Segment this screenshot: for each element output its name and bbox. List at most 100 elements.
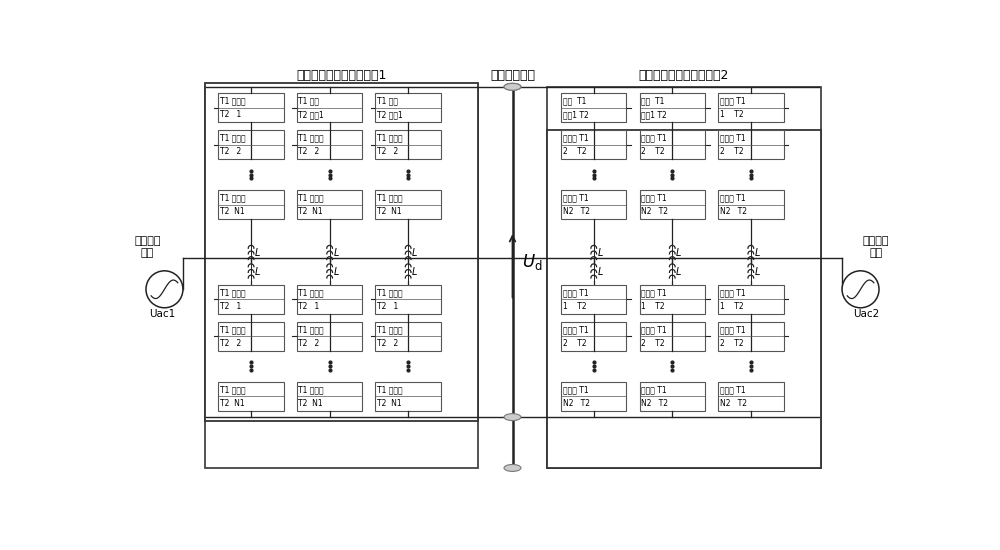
Text: T1 子模块: T1 子模块: [298, 385, 324, 394]
Circle shape: [842, 271, 879, 308]
Text: T2 单元1: T2 单元1: [377, 111, 403, 119]
Bar: [561, 285, 626, 314]
Bar: [561, 190, 626, 219]
Text: T1 子模块: T1 子模块: [377, 194, 403, 202]
Bar: [218, 130, 284, 159]
Text: 功率  T1: 功率 T1: [641, 96, 664, 106]
Text: 第二模块化多电平换流器2: 第二模块化多电平换流器2: [639, 69, 729, 82]
Bar: [640, 93, 705, 122]
Text: 2    T2: 2 T2: [563, 339, 586, 348]
Text: T1 子模块: T1 子模块: [220, 325, 246, 334]
Bar: [205, 83, 478, 421]
Bar: [375, 93, 441, 122]
Bar: [718, 322, 784, 351]
Bar: [547, 87, 821, 468]
Bar: [718, 285, 784, 314]
Bar: [218, 382, 284, 411]
Text: N2   T2: N2 T2: [720, 399, 747, 408]
Text: T1 子模块: T1 子模块: [220, 194, 246, 202]
Bar: [218, 93, 284, 122]
Text: L: L: [412, 248, 417, 258]
Text: 直流线输电路: 直流线输电路: [490, 69, 535, 82]
Bar: [718, 130, 784, 159]
Bar: [640, 285, 705, 314]
Text: T1 子模块: T1 子模块: [377, 288, 403, 297]
Text: $U_{\mathrm{d}}$: $U_{\mathrm{d}}$: [522, 252, 542, 272]
Text: 2    T2: 2 T2: [563, 147, 586, 156]
Bar: [561, 382, 626, 411]
Text: T1 功率: T1 功率: [377, 96, 398, 106]
Text: 子模块 T1: 子模块 T1: [641, 288, 667, 297]
Text: L: L: [676, 267, 682, 277]
Text: T2  N1: T2 N1: [220, 399, 245, 408]
Text: L: L: [755, 248, 760, 258]
Text: T1 功率: T1 功率: [298, 96, 319, 106]
Text: N2   T2: N2 T2: [641, 399, 668, 408]
Bar: [297, 93, 362, 122]
Text: L: L: [255, 248, 260, 258]
Text: T2   1: T2 1: [377, 302, 398, 311]
Text: T2  N1: T2 N1: [298, 399, 323, 408]
Bar: [297, 285, 362, 314]
Text: L: L: [755, 267, 760, 277]
Text: 子模块 T1: 子模块 T1: [720, 194, 745, 202]
Text: 子模块 T1: 子模块 T1: [720, 325, 745, 334]
Text: N2   T2: N2 T2: [563, 399, 590, 408]
Ellipse shape: [504, 83, 521, 90]
Text: T1 子模块: T1 子模块: [220, 133, 246, 142]
Text: T2  N1: T2 N1: [298, 207, 323, 216]
Bar: [218, 190, 284, 219]
Text: 1    T2: 1 T2: [720, 111, 743, 119]
Text: T1 子模块: T1 子模块: [298, 133, 324, 142]
Circle shape: [146, 271, 183, 308]
Text: T2   2: T2 2: [220, 147, 241, 156]
Text: 子模块 T1: 子模块 T1: [563, 194, 588, 202]
Text: L: L: [598, 267, 603, 277]
Text: 子模块 T1: 子模块 T1: [641, 194, 667, 202]
Text: L: L: [255, 267, 260, 277]
Text: T1 子模块: T1 子模块: [298, 288, 324, 297]
Text: 子模块 T1: 子模块 T1: [641, 385, 667, 394]
Text: 子模块 T1: 子模块 T1: [563, 133, 588, 142]
Text: Uac2: Uac2: [853, 309, 879, 319]
Bar: [640, 322, 705, 351]
Bar: [375, 190, 441, 219]
Text: N2   T2: N2 T2: [720, 207, 747, 216]
Text: 第一模块化多电平换流器1: 第一模块化多电平换流器1: [296, 69, 386, 82]
Text: 子模块 T1: 子模块 T1: [720, 385, 745, 394]
Bar: [375, 285, 441, 314]
Bar: [718, 382, 784, 411]
Text: T1 子模块: T1 子模块: [377, 385, 403, 394]
Text: T1 子模块: T1 子模块: [220, 288, 246, 297]
Text: T1 子模块: T1 子模块: [298, 325, 324, 334]
Bar: [640, 190, 705, 219]
Text: T2   1: T2 1: [220, 302, 241, 311]
Bar: [218, 322, 284, 351]
Text: L: L: [598, 248, 603, 258]
Bar: [297, 130, 362, 159]
Text: 单元1 T2: 单元1 T2: [563, 111, 588, 119]
Text: 子模块 T1: 子模块 T1: [720, 288, 745, 297]
Ellipse shape: [504, 414, 521, 421]
Text: T2   2: T2 2: [220, 339, 241, 348]
Text: 子模块 T1: 子模块 T1: [641, 325, 667, 334]
Bar: [375, 322, 441, 351]
Text: 子模块 T1: 子模块 T1: [720, 96, 745, 106]
Text: L: L: [412, 267, 417, 277]
Text: T2   2: T2 2: [377, 147, 398, 156]
Text: T2   2: T2 2: [298, 147, 320, 156]
Text: N2   T2: N2 T2: [563, 207, 590, 216]
Text: 单元1 T2: 单元1 T2: [641, 111, 667, 119]
Bar: [297, 382, 362, 411]
Text: Uac1: Uac1: [149, 309, 175, 319]
Text: 2    T2: 2 T2: [641, 339, 665, 348]
Text: L: L: [333, 267, 339, 277]
Bar: [561, 130, 626, 159]
Ellipse shape: [504, 464, 521, 471]
Text: 子模块 T1: 子模块 T1: [563, 385, 588, 394]
Text: T2   2: T2 2: [298, 339, 320, 348]
Text: T1 子模块: T1 子模块: [377, 325, 403, 334]
Ellipse shape: [504, 83, 521, 90]
Bar: [561, 322, 626, 351]
Text: 子模块 T1: 子模块 T1: [720, 133, 745, 142]
